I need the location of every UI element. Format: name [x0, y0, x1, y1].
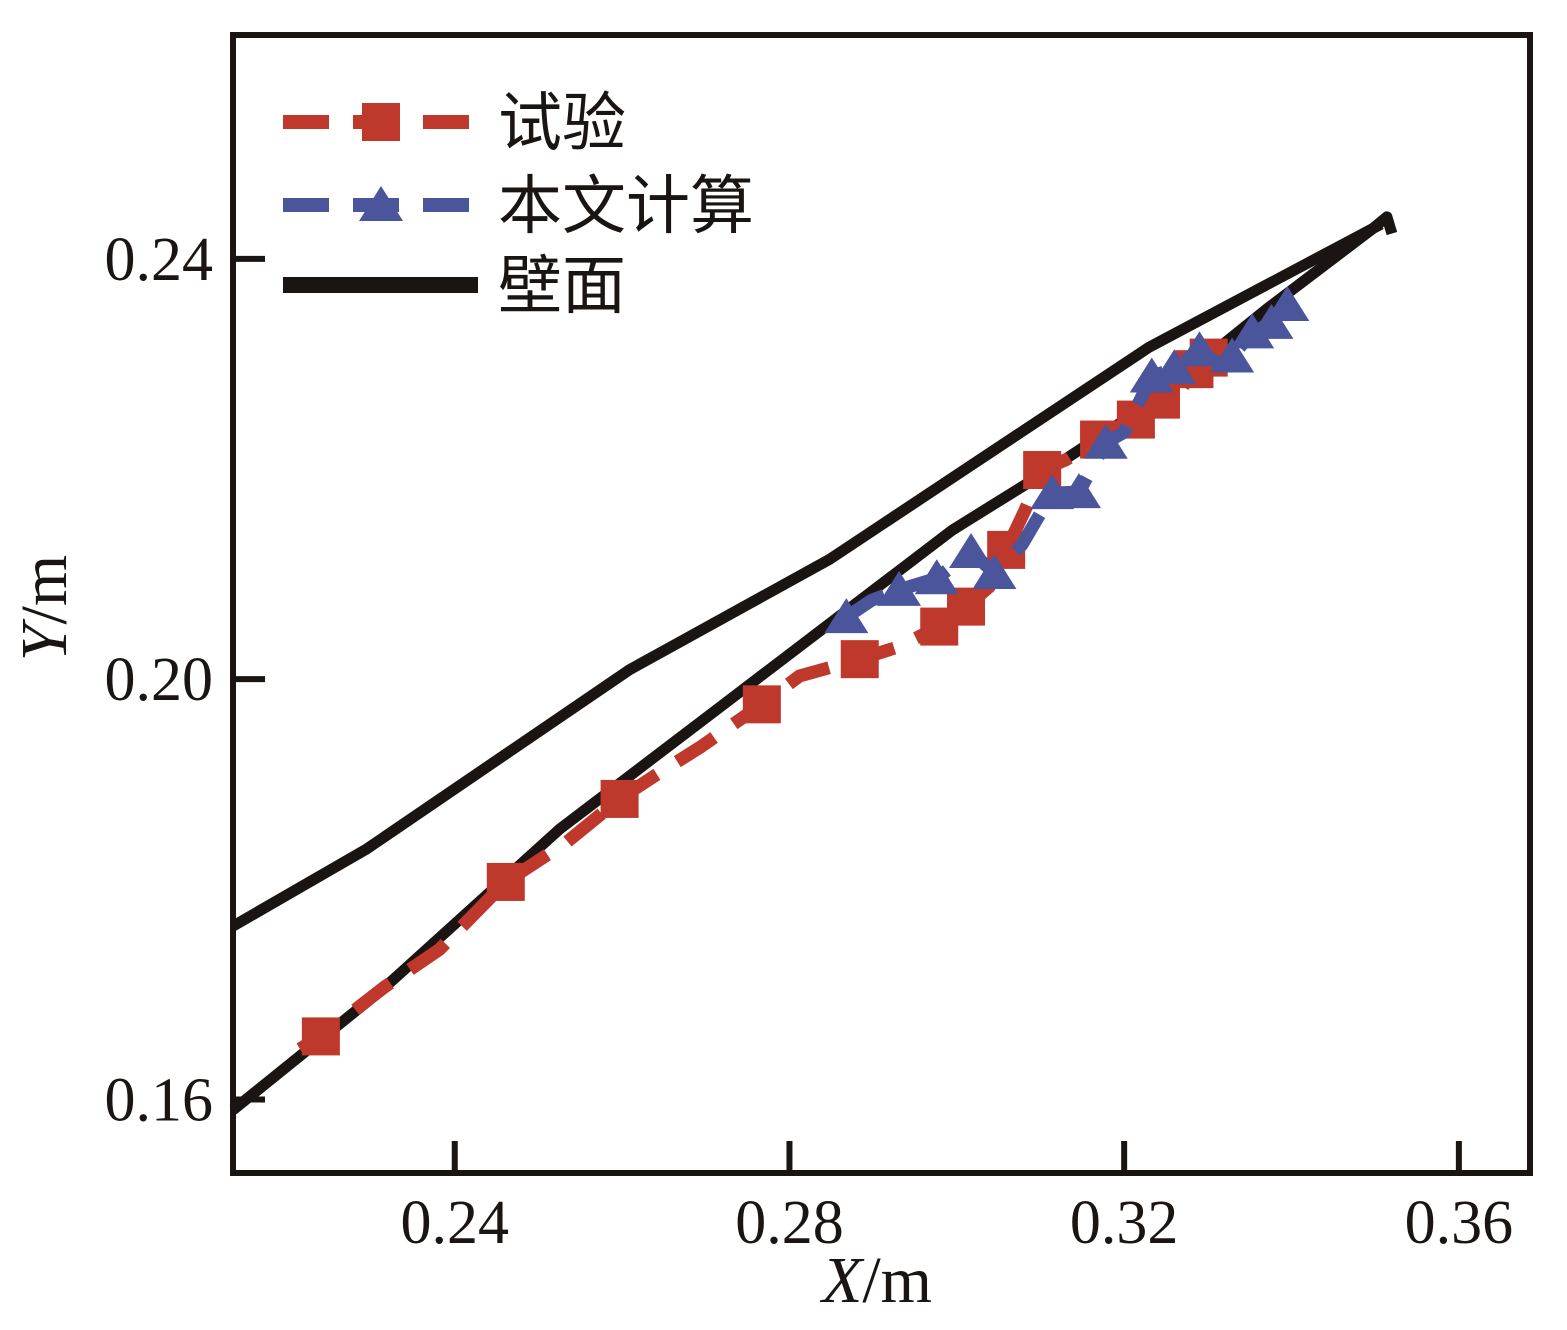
- legend-marker-shiyan: [362, 103, 400, 141]
- legend-item-benwen-jisuan: 本文计算: [283, 171, 754, 242]
- series-shiyan: [296, 338, 1228, 1056]
- triangle-marker-benwen-jisuan: [1083, 423, 1128, 459]
- plot-frame: [230, 32, 1533, 1176]
- legend-label-benwen-jisuan: 本文计算: [498, 171, 754, 242]
- series-line-bimian-upper: [230, 219, 1384, 931]
- legend-item-bimian-upper: 壁面: [283, 251, 626, 322]
- x-tick-label: 0.32: [1070, 1189, 1179, 1257]
- x-tick-label: 0.36: [1405, 1189, 1514, 1257]
- triangle-marker-benwen-jisuan: [1230, 313, 1275, 349]
- triangle-marker-benwen-jisuan: [914, 559, 959, 595]
- square-marker-shiyan: [742, 685, 781, 724]
- triangle-marker-benwen-jisuan: [1056, 473, 1101, 509]
- x-tick-label: 0.24: [400, 1189, 509, 1257]
- series-benwen-jisuan: [824, 286, 1310, 634]
- y-tick-label: 0.24: [105, 226, 214, 294]
- legend-label-shiyan: 试验: [498, 88, 626, 159]
- x-axis-title: X/m: [819, 1244, 932, 1317]
- x-tick-label: 0.28: [735, 1189, 844, 1257]
- square-marker-shiyan: [486, 862, 525, 901]
- triangle-marker-benwen-jisuan: [824, 598, 869, 634]
- triangle-marker-benwen-jisuan: [1249, 303, 1294, 339]
- triangle-marker-benwen-jisuan: [1177, 331, 1222, 367]
- series-bimian-upper: [230, 219, 1384, 931]
- legend-item-shiyan: 试验: [283, 88, 626, 159]
- square-marker-shiyan: [600, 779, 639, 818]
- legend-label-bimian-upper: 壁面: [498, 251, 626, 322]
- triangle-marker-benwen-jisuan: [1265, 286, 1310, 322]
- y-tick-label: 0.16: [105, 1066, 214, 1134]
- y-axis-title: Y/m: [8, 555, 81, 661]
- legend-marker-benwen-jisuan: [359, 186, 403, 221]
- triangle-marker-benwen-jisuan: [972, 554, 1017, 590]
- triangle-marker-benwen-jisuan: [1210, 337, 1255, 373]
- square-marker-shiyan: [840, 640, 879, 679]
- triangle-marker-benwen-jisuan: [877, 570, 922, 606]
- triangle-marker-benwen-jisuan: [949, 532, 994, 568]
- square-marker-shiyan: [301, 1017, 340, 1056]
- triangle-marker-benwen-jisuan: [1152, 349, 1197, 385]
- y-tick-label: 0.20: [105, 646, 214, 714]
